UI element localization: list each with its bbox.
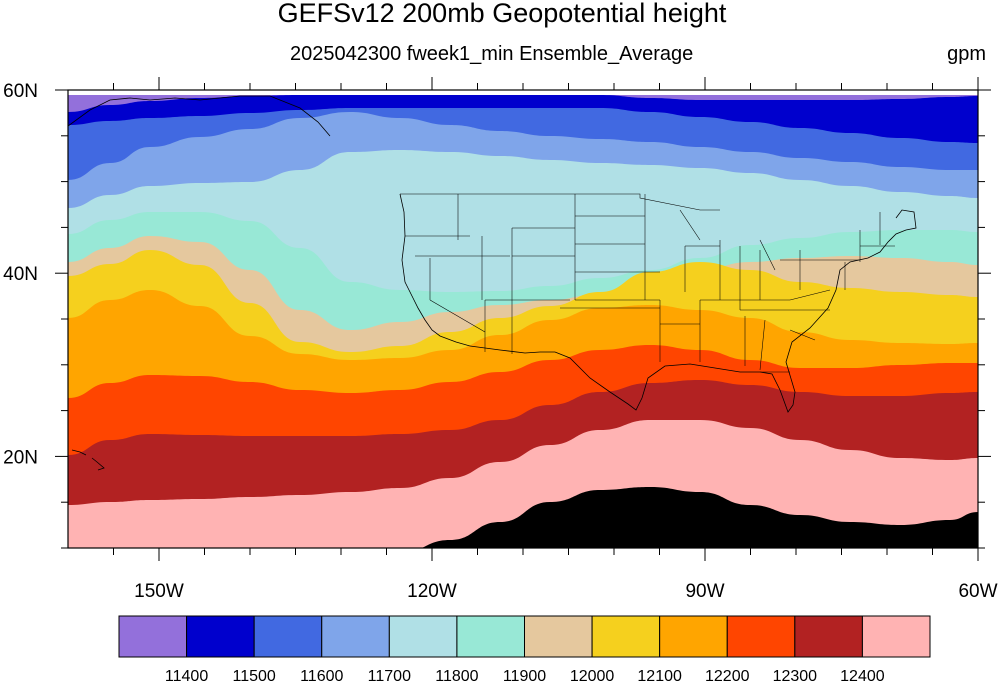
legend-label-11800: 11800 <box>435 668 478 684</box>
lon-label-60W: 60W <box>958 581 997 602</box>
legend-swatch-2 <box>186 615 255 658</box>
state-border-44 <box>759 239 776 271</box>
lat-label-60N: 60N <box>3 81 38 102</box>
legend-swatch-7 <box>524 615 593 658</box>
contour-band-undefined <box>421 487 978 548</box>
coastline-4 <box>71 449 87 456</box>
state-border-35 <box>789 329 816 341</box>
legend-label-12300: 12300 <box>773 668 818 684</box>
coastline-2 <box>469 209 917 413</box>
legend-swatch-8 <box>591 615 661 658</box>
state-border-34 <box>789 289 831 301</box>
lat-label-40N: 40N <box>3 264 38 285</box>
axis-tick-labels: 60N 40N 20N 150W 120W 90W 60W <box>3 81 997 602</box>
legend-label-11600: 11600 <box>300 668 343 684</box>
units-label: gpm <box>947 43 986 65</box>
lon-label-120W: 120W <box>407 581 457 602</box>
legend-swatch-10 <box>726 615 796 658</box>
legend-label-12400: 12400 <box>840 668 885 684</box>
chart-title: GEFSv12 200mb Geopotential height <box>277 0 727 28</box>
color-legend: 11400 11500 11600 11700 11800 11900 12000 12100… <box>118 615 931 684</box>
legend-swatch-4 <box>321 615 390 658</box>
lon-label-150W: 150W <box>134 581 184 602</box>
state-border-43 <box>679 209 701 241</box>
coastline-3 <box>68 95 331 137</box>
state-border-1 <box>400 193 720 211</box>
legend-label-12000: 12000 <box>570 668 615 684</box>
legend-swatch-6 <box>456 615 525 658</box>
legend-swatch-12 <box>861 615 931 658</box>
chart-subtitle: 2025042300 fweek1_min Ensemble_Average <box>290 43 694 65</box>
legend-label-12100: 12100 <box>637 668 682 684</box>
state-border-33 <box>759 319 766 371</box>
legend-label-11500: 11500 <box>233 668 276 684</box>
coastline-1 <box>399 193 471 347</box>
coastline-outlines <box>68 95 917 471</box>
legend-swatch-3 <box>253 615 323 658</box>
lat-label-20N: 20N <box>3 447 38 468</box>
coastline-5 <box>91 457 105 471</box>
contour-fill-bands <box>68 95 978 548</box>
legend-swatch-11 <box>794 615 863 658</box>
legend-label-11700: 11700 <box>368 668 411 684</box>
legend-swatch-9 <box>659 615 728 658</box>
legend-label-11400: 11400 <box>165 668 208 684</box>
state-borders <box>400 193 895 373</box>
state-border-10 <box>429 299 486 333</box>
legend-label-12200: 12200 <box>705 668 750 684</box>
lon-label-90W: 90W <box>685 581 724 602</box>
legend-swatch-1 <box>118 615 188 658</box>
legend-swatch-5 <box>388 615 458 658</box>
legend-label-11900: 11900 <box>503 668 546 684</box>
axis-ticks <box>55 77 991 561</box>
